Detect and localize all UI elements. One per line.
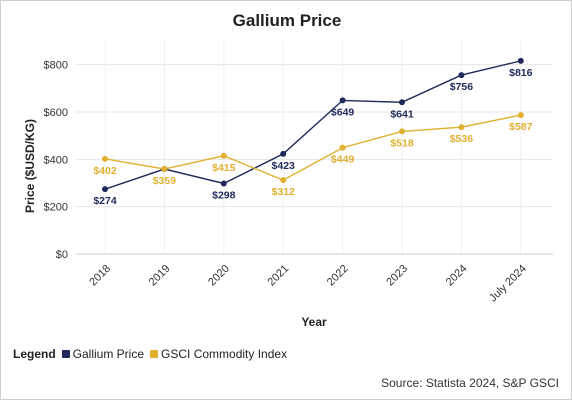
data-label: $402 [93, 165, 117, 177]
data-point[interactable] [517, 112, 524, 119]
data-labels: $274 $298 $423 $649 $641 $756 $816 $402 $359 $415… [93, 67, 532, 207]
chart-plot: $0 $200 $400 $600 $800 2018 2019 2020 2021 2022 20… [23, 41, 553, 329]
data-point[interactable] [220, 180, 227, 187]
y-tick-label: $0 [56, 249, 68, 261]
data-label: $274 [93, 195, 117, 207]
legend-swatch-gsci [150, 350, 159, 358]
data-point[interactable] [280, 177, 287, 184]
x-tick-label: 2018 [87, 263, 113, 289]
data-label: $756 [450, 81, 474, 93]
data-point[interactable] [339, 144, 346, 151]
x-tick-label: 2022 [325, 263, 351, 289]
data-point[interactable] [280, 150, 287, 157]
chart-title: Gallium Price [232, 11, 342, 30]
data-point[interactable] [102, 186, 108, 193]
x-tick-label: 2019 [147, 263, 173, 289]
x-tick-label: July 2024 [487, 263, 529, 305]
series-line-1 [104, 114, 521, 181]
x-tick-label: 2023 [384, 263, 410, 289]
x-axis-label: Year [301, 315, 327, 329]
legend-item-gallium[interactable]: Gallium Price [61, 347, 145, 361]
data-point[interactable] [458, 72, 465, 79]
data-label: $415 [212, 162, 236, 174]
data-label: $423 [272, 160, 296, 172]
legend-label-gsci: GSCI Commodity Index [161, 347, 288, 361]
data-point[interactable] [399, 99, 405, 106]
series-line-0 [104, 60, 521, 190]
legend-item-gsci[interactable]: GSCI Commodity Index [150, 347, 287, 361]
series [102, 57, 524, 193]
data-label: $298 [212, 189, 236, 201]
x-tick-label: 2020 [206, 263, 232, 289]
x-tick-label: 2024 [444, 263, 470, 289]
data-label: $816 [509, 67, 533, 79]
data-label: $449 [331, 154, 355, 166]
data-point[interactable] [399, 128, 405, 135]
data-label: $359 [153, 175, 177, 187]
legend-label-gallium: Gallium Price [72, 347, 145, 361]
source-note: Source: Statista 2024, S&P GSCI [381, 376, 559, 390]
y-tick-label: $400 [44, 154, 68, 166]
data-label: $312 [272, 186, 296, 198]
data-point[interactable] [339, 97, 346, 104]
data-point[interactable] [102, 155, 108, 162]
y-tick-label: $800 [44, 60, 68, 72]
x-tick-label: 2021 [266, 263, 292, 289]
data-label: $587 [509, 121, 533, 133]
data-label: $536 [450, 133, 474, 145]
legend: Legend Gallium Price GSCI Commodity Inde… [13, 347, 293, 361]
legend-swatch-gallium [61, 350, 70, 358]
data-label: $649 [331, 106, 355, 118]
legend-title: Legend [13, 347, 56, 361]
y-axis-label: Price ($USD/KG) [23, 119, 37, 213]
data-point[interactable] [517, 57, 524, 64]
data-point[interactable] [161, 166, 168, 173]
data-point[interactable] [220, 152, 227, 159]
data-label: $641 [390, 108, 414, 120]
grid-lines [76, 41, 553, 255]
data-point[interactable] [458, 124, 465, 131]
y-tick-label: $600 [44, 107, 68, 119]
y-tick-label: $200 [44, 202, 68, 214]
data-label: $518 [390, 137, 414, 149]
axes: $0 $200 $400 $600 $800 2018 2019 2020 2021 2022 20… [44, 60, 553, 305]
